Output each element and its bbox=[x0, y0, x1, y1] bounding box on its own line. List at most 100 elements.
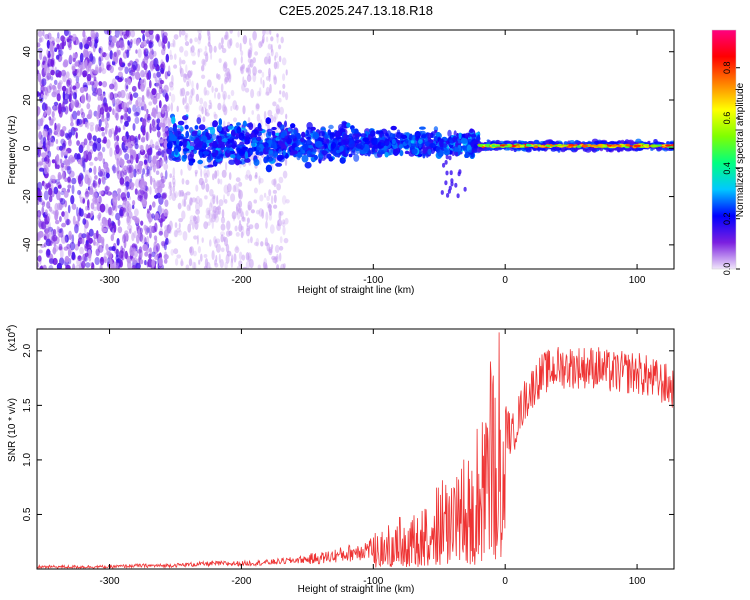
spectrogram-cell bbox=[156, 118, 161, 124]
spectrogram-cell bbox=[272, 257, 278, 264]
spectrogram-cell bbox=[95, 248, 100, 257]
spectrogram-cell bbox=[41, 206, 45, 216]
spectrogram-cell bbox=[272, 101, 277, 107]
spectrogram-cell bbox=[45, 183, 52, 189]
spectrogram-cell bbox=[58, 243, 63, 251]
spectrogram-cell bbox=[467, 133, 471, 138]
spectrogram-cell bbox=[101, 131, 106, 137]
spectrogram-cell bbox=[519, 145, 525, 148]
spectrogram-cell bbox=[55, 178, 61, 185]
spectrogram-cell bbox=[83, 225, 87, 234]
spectrogram-cell bbox=[42, 30, 45, 37]
spectrogram-cell bbox=[225, 31, 228, 38]
spectrogram-cell bbox=[223, 93, 226, 102]
spectrogram-cell bbox=[127, 62, 131, 67]
spectrogram-cell bbox=[195, 184, 199, 192]
spectrogram-cell bbox=[57, 49, 64, 56]
spectrogram-cell bbox=[179, 46, 184, 53]
spectrogram-cell bbox=[55, 73, 60, 78]
spectrogram-cell bbox=[71, 184, 75, 195]
spectrogram-cell bbox=[457, 139, 462, 144]
spectrogram-cell bbox=[203, 221, 209, 230]
spectrogram-cell bbox=[99, 256, 105, 266]
spectrogram-cell bbox=[156, 111, 162, 119]
spectrogram-cell bbox=[371, 147, 376, 152]
spectrogram-cell bbox=[196, 82, 199, 91]
spectrogram-cell bbox=[64, 234, 69, 243]
spectrogram-cell bbox=[86, 93, 91, 103]
spectrogram-cell bbox=[123, 112, 129, 121]
spectrogram-cell bbox=[98, 165, 101, 174]
spectrogram-cell bbox=[155, 141, 159, 149]
spectrogram-cell bbox=[239, 66, 243, 71]
spectrogram-cell bbox=[120, 115, 124, 120]
spectrogram-cell bbox=[96, 214, 101, 219]
spectrogram-cell bbox=[203, 169, 207, 176]
spectrogram-cell bbox=[166, 130, 170, 138]
spectrogram-cell bbox=[224, 73, 228, 78]
spectrogram-cell bbox=[92, 180, 98, 189]
spectrogram-cell bbox=[37, 59, 41, 67]
spectrogram-cell bbox=[120, 170, 125, 178]
spectrogram-cell bbox=[184, 34, 188, 42]
spectrogram-cell bbox=[40, 117, 44, 127]
spectrogram-cell bbox=[177, 120, 185, 126]
spectrogram-cell bbox=[182, 148, 190, 152]
spectrogram-cell bbox=[260, 40, 264, 47]
spectrogram-cell bbox=[113, 55, 118, 63]
spectrogram-cell bbox=[135, 99, 139, 107]
spectrogram-cell bbox=[195, 209, 201, 215]
spectrogram-cell bbox=[191, 87, 195, 96]
spectrogram-cell bbox=[64, 255, 70, 263]
spectrogram-cell bbox=[105, 243, 109, 251]
spectrogram-cell bbox=[339, 145, 344, 152]
spectrogram-cell bbox=[299, 146, 303, 154]
spectrogram-cell bbox=[242, 146, 248, 150]
spectrogram-cell bbox=[194, 169, 198, 175]
spectrogram-cell bbox=[61, 126, 67, 132]
spectrogram-cell bbox=[140, 41, 144, 48]
spectrogram-cell bbox=[143, 103, 147, 112]
spectrogram-cell bbox=[205, 112, 210, 117]
spectrogram-cell bbox=[168, 127, 174, 133]
spectrogram-cell bbox=[151, 213, 155, 219]
spectrogram-cell bbox=[421, 134, 427, 139]
spectrogram-cell bbox=[80, 157, 85, 167]
spectrogram-cell bbox=[94, 31, 99, 38]
spectrogram-cell bbox=[269, 224, 275, 234]
spectrogram-cell bbox=[96, 137, 102, 143]
spectrogram-cell bbox=[99, 168, 105, 177]
spectrogram-cell bbox=[284, 217, 289, 225]
spectrogram-cell bbox=[235, 177, 241, 183]
spectrogram-cell bbox=[59, 158, 63, 164]
spectrogram-cell bbox=[328, 124, 334, 130]
spectrogram-cell bbox=[195, 143, 202, 148]
spectrogram-cell bbox=[282, 149, 286, 156]
spectrogram-cell bbox=[291, 143, 296, 150]
spectrogram-cell bbox=[448, 185, 452, 191]
spectrogram-cell bbox=[612, 141, 620, 144]
spectrogram-cell bbox=[71, 234, 75, 244]
spectrogram-cell bbox=[144, 185, 148, 191]
spectrogram-cell bbox=[244, 87, 250, 93]
spectrogram-cell bbox=[242, 105, 246, 115]
spectrogram-cell bbox=[199, 97, 204, 105]
spectrogram-cell bbox=[183, 50, 189, 57]
spectrogram-cell bbox=[117, 170, 123, 180]
spectrogram-cell bbox=[242, 35, 248, 45]
spectrogram-cell bbox=[38, 161, 44, 166]
spectrogram-cell bbox=[104, 189, 108, 195]
spectrogram-cell bbox=[249, 150, 253, 156]
spectrogram-cell bbox=[341, 121, 349, 129]
spectrogram-cell bbox=[627, 139, 634, 145]
spectrogram-cell bbox=[57, 82, 61, 90]
spectrogram-cell bbox=[97, 244, 104, 253]
spectrogram-cell bbox=[131, 264, 137, 269]
spectrogram-cell bbox=[223, 194, 226, 203]
spectrogram-cell bbox=[228, 134, 233, 140]
spectrogram-cell bbox=[171, 116, 176, 124]
spectrogram-cell bbox=[278, 44, 282, 50]
spectrogram-cell bbox=[304, 161, 312, 169]
spectrogram-cell bbox=[242, 266, 248, 269]
spectrogram-cell bbox=[209, 202, 213, 212]
